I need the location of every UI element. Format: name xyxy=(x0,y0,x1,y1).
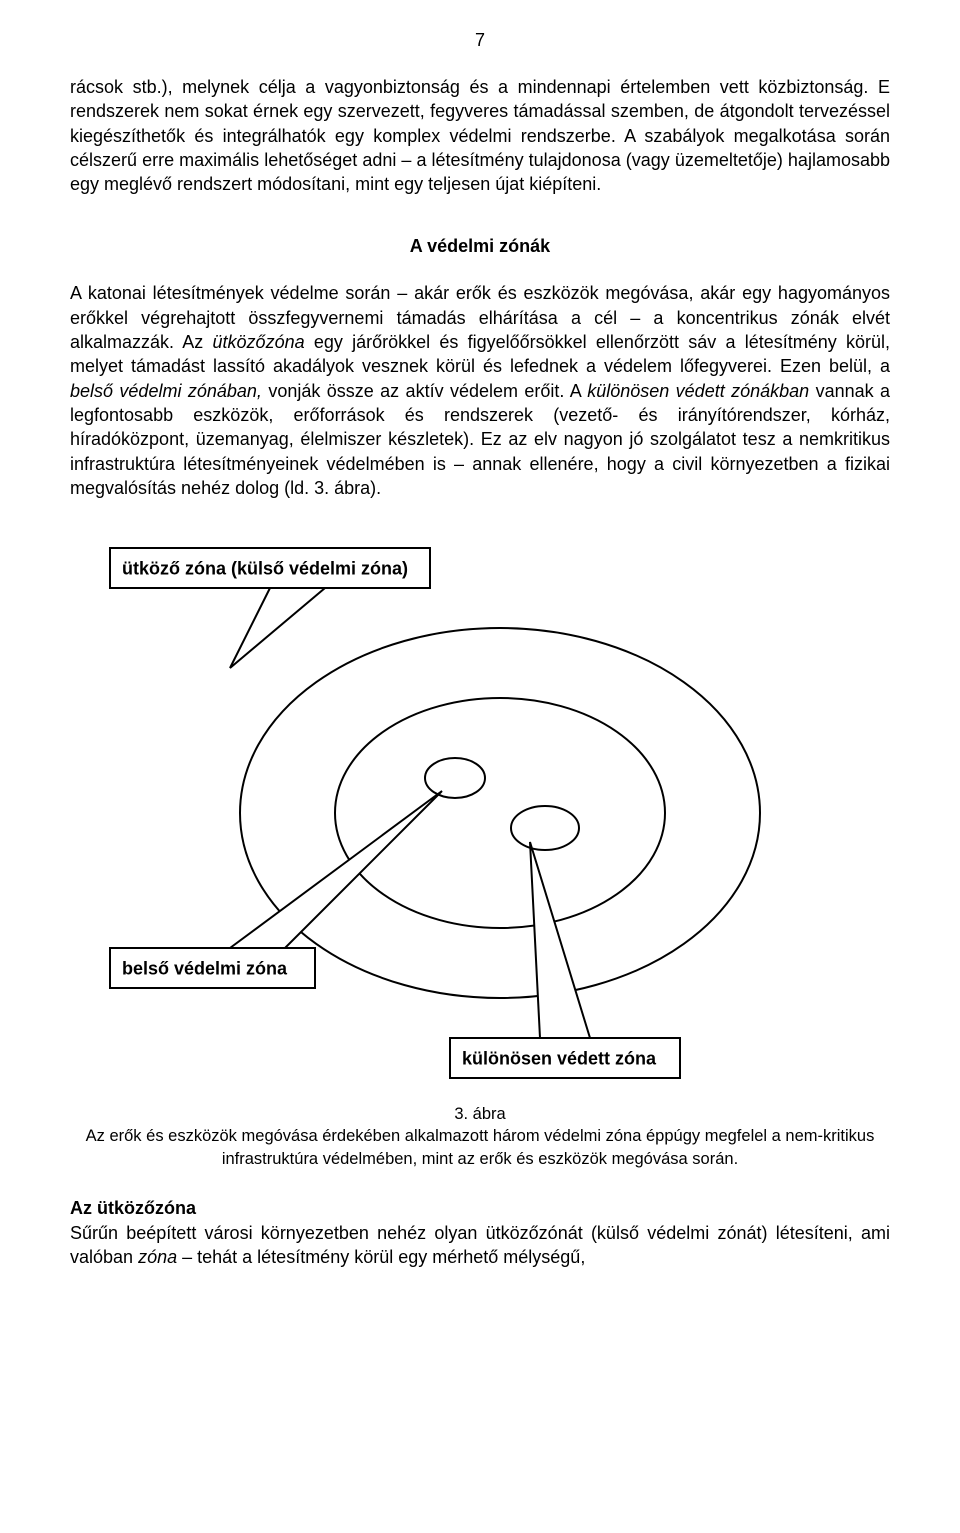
zones-diagram: ütköző zóna (külső védelmi zóna) belső vé… xyxy=(70,528,890,1088)
page: 7 rácsok stb.), melynek célja a vagyonbi… xyxy=(0,0,960,1310)
heading-zones: A védelmi zónák xyxy=(70,236,890,257)
p3-italic: zóna xyxy=(138,1247,177,1267)
caption-num: 3. ábra xyxy=(454,1105,505,1123)
p2-italic-1: ütközőzóna xyxy=(213,332,305,352)
paragraph-zones: A katonai létesítmények védelme során – … xyxy=(70,281,890,500)
p2-italic-2: belső védelmi zónában, xyxy=(70,381,262,401)
figure-zones: ütköző zóna (külső védelmi zóna) belső vé… xyxy=(70,528,890,1093)
subheading-buffer: Az ütközőzóna xyxy=(70,1198,890,1219)
svg-text:ütköző zóna (külső védelmi zón: ütköző zóna (külső védelmi zóna) xyxy=(122,558,408,578)
p2-italic-3: különösen védett zónákban xyxy=(587,381,809,401)
figure-caption: 3. ábra Az erők és eszközök megóvása érd… xyxy=(70,1103,890,1170)
svg-text:különösen védett zóna: különösen védett zóna xyxy=(462,1048,657,1068)
p3-text: – tehát a létesítmény körül egy mérhető … xyxy=(177,1247,585,1267)
caption-text: Az erők és eszközök megóvása érdekében a… xyxy=(86,1127,875,1167)
page-number: 7 xyxy=(70,30,890,51)
p2-text: vonják össze az aktív védelem erőit. A xyxy=(262,381,587,401)
paragraph-buffer: Sűrűn beépített városi környezetben nehé… xyxy=(70,1221,890,1270)
svg-text:belső védelmi zóna: belső védelmi zóna xyxy=(122,958,288,978)
paragraph-intro: rácsok stb.), melynek célja a vagyonbizt… xyxy=(70,75,890,196)
